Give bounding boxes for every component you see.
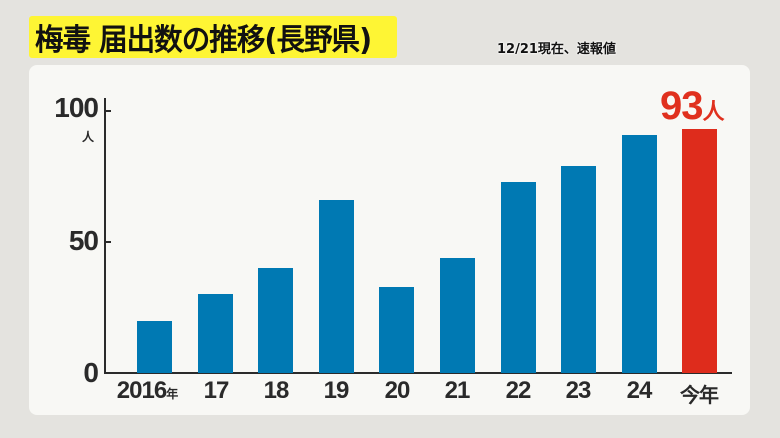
chart-title: 梅毒 届出数の推移(長野県): [35, 23, 372, 58]
x-label-22: 22: [505, 377, 532, 404]
x-label-23: 23: [565, 377, 592, 404]
y-axis-unit: 人: [82, 130, 95, 144]
highlight-callout: 93人: [660, 84, 725, 129]
bar: [258, 268, 294, 373]
x-label-17: 17: [203, 377, 230, 404]
bar: [137, 320, 172, 373]
bar: [379, 286, 415, 373]
bar: [197, 294, 233, 373]
x-label-2016: 2016年: [116, 377, 178, 404]
y-label-50: 50: [68, 225, 99, 256]
y-label-100: 100: [54, 92, 99, 123]
x-label-24: 24: [626, 377, 653, 404]
bar: [440, 257, 475, 373]
x-label-20: 20: [384, 377, 411, 404]
x-label-19: 19: [323, 377, 350, 404]
x-label-18: 18: [263, 377, 290, 404]
y-label-0: 0: [83, 357, 99, 388]
chart-subtitle: 12/21現在、速報値: [497, 42, 616, 57]
bar: [561, 166, 597, 373]
bar: [500, 181, 536, 373]
x-label-this-year: 今年: [680, 383, 719, 407]
y-tick-50: [106, 241, 111, 243]
bar: [318, 200, 354, 373]
bar-highlight: [682, 129, 718, 373]
x-axis-line: [104, 372, 732, 374]
callout-value: 93: [660, 84, 703, 128]
bar: [621, 134, 657, 373]
y-tick-100: [106, 110, 111, 112]
y-axis-line: [104, 98, 106, 374]
x-label-21: 21: [444, 377, 471, 404]
title-banner: 梅毒 届出数の推移(長野県): [29, 16, 397, 58]
callout-unit: 人: [702, 100, 725, 125]
